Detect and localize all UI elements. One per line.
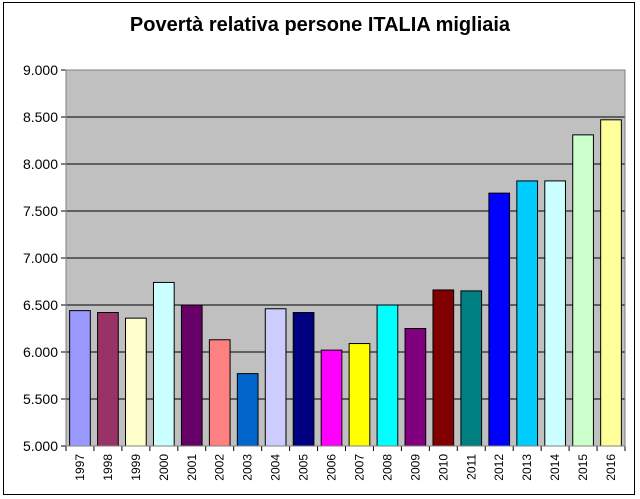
- x-tick-label: 2004: [269, 454, 283, 481]
- plot-border: [65, 69, 626, 447]
- bar-2008: [376, 304, 399, 447]
- x-tick-label: 2015: [576, 454, 590, 481]
- bar-2014: [544, 180, 566, 447]
- x-tick-label: 2001: [185, 454, 199, 481]
- bar-2015: [572, 134, 594, 447]
- y-tick-label: 8.000: [23, 156, 58, 172]
- bar-2001: [180, 304, 203, 447]
- bar-1997: [69, 310, 91, 447]
- bar-2006: [320, 349, 343, 447]
- x-tick-label: 1997: [73, 454, 87, 481]
- x-tick-label: 2011: [464, 454, 478, 480]
- chart-title: Povertà relativa persone ITALIA migliaia: [129, 14, 511, 36]
- bar-2009: [404, 328, 427, 447]
- y-tick-label: 9.000: [23, 62, 58, 78]
- bar-2011: [460, 290, 483, 447]
- x-tick-label: 2006: [325, 454, 339, 481]
- x-tick-label: 2003: [241, 454, 255, 481]
- y-tick-label: 7.500: [23, 203, 58, 219]
- y-tick-label: 5.500: [23, 391, 58, 407]
- bar-2013: [516, 180, 539, 447]
- bars: [69, 119, 622, 447]
- y-tick-label: 6.500: [23, 297, 58, 313]
- bar-1998: [97, 312, 119, 447]
- x-tick-label: 2000: [157, 454, 171, 481]
- x-tick-label: 2007: [352, 454, 366, 481]
- x-tick-label: 2002: [213, 454, 227, 481]
- y-axis-ticks: 5.000 5.500 6.000 6.500 7.000 7.500 8.000 8.500…: [23, 62, 66, 454]
- x-tick-label: 2009: [408, 454, 422, 481]
- bar-2012: [488, 192, 511, 447]
- bar-2000: [152, 281, 175, 447]
- y-tick-label: 8.500: [23, 109, 58, 125]
- bar-2002: [208, 339, 231, 447]
- x-axis-ticks: 1997 1998 1999 2000 2001 2002 2003 2004 2005 2006…: [65, 446, 626, 481]
- x-tick-label: 2008: [380, 454, 394, 481]
- bar-2016: [600, 119, 622, 447]
- x-tick-label: 2010: [436, 454, 450, 481]
- x-tick-label: 2012: [492, 454, 506, 481]
- bar-2007: [348, 343, 371, 447]
- bar-2004: [264, 308, 287, 447]
- bar-1999: [125, 317, 147, 447]
- x-tick-label: 2014: [548, 454, 562, 481]
- bar-2010: [432, 289, 455, 447]
- y-tick-label: 6.000: [23, 344, 58, 360]
- y-tick-label: 7.000: [23, 250, 58, 266]
- y-tick-label: 5.000: [23, 438, 58, 454]
- x-tick-label: 2016: [604, 454, 618, 481]
- x-tick-label: 1998: [101, 454, 115, 481]
- x-tick-label: 2013: [520, 454, 534, 481]
- bar-2003: [236, 373, 259, 447]
- x-tick-label: 1999: [129, 454, 143, 481]
- bar-2005: [292, 312, 315, 447]
- x-tick-label: 2005: [297, 454, 311, 481]
